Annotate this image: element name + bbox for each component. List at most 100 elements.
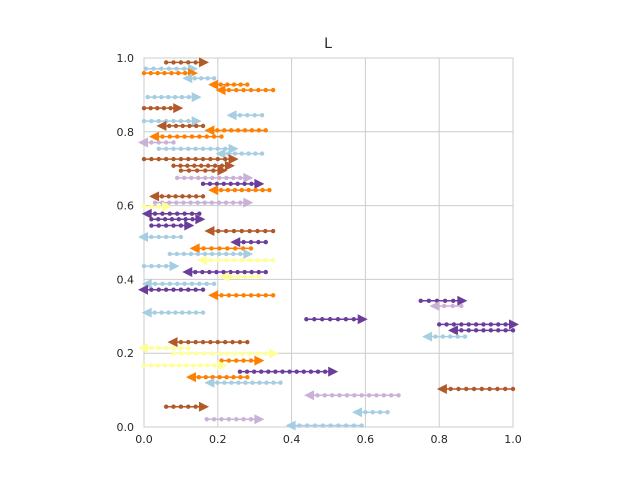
data-point — [186, 146, 191, 151]
data-point — [182, 281, 187, 287]
arrow-head — [228, 154, 239, 165]
data-point — [186, 94, 192, 100]
arrow-head — [217, 165, 228, 176]
data-point — [212, 163, 218, 168]
data-point — [159, 194, 165, 199]
data-point — [186, 287, 191, 292]
data-point — [203, 175, 208, 181]
data-point — [471, 386, 477, 392]
arrow-series — [185, 372, 250, 383]
data-point — [180, 194, 185, 199]
data-point — [464, 386, 469, 392]
data-point — [196, 175, 201, 181]
data-point — [244, 369, 250, 374]
data-point — [162, 363, 168, 368]
data-point — [156, 287, 161, 292]
data-point — [152, 281, 158, 287]
data-point — [270, 228, 276, 234]
data-point — [166, 310, 171, 315]
data-point — [156, 263, 161, 269]
data-point — [226, 358, 232, 363]
arrows — [138, 57, 519, 431]
data-point — [247, 351, 253, 356]
data-point — [149, 204, 154, 209]
data-point — [200, 310, 206, 315]
arrow-series — [418, 295, 468, 306]
data-point — [171, 140, 176, 145]
arrow-series — [141, 307, 206, 318]
data-point — [231, 175, 236, 181]
data-point — [201, 246, 206, 251]
arrow-head — [138, 231, 148, 242]
data-point — [171, 223, 176, 228]
data-point — [160, 211, 165, 216]
data-point — [197, 281, 202, 287]
data-point — [215, 339, 220, 345]
data-point — [223, 251, 229, 257]
data-point — [450, 303, 455, 309]
data-point — [232, 258, 237, 263]
arrow-series — [141, 208, 202, 219]
data-point — [510, 328, 516, 333]
data-point — [215, 128, 220, 133]
data-point — [215, 156, 220, 162]
data-point — [160, 134, 165, 139]
arrow-series — [204, 226, 276, 237]
data-point — [381, 393, 387, 398]
arrow-series — [141, 201, 173, 212]
data-point — [200, 156, 206, 162]
data-point — [238, 251, 243, 257]
data-point — [215, 380, 220, 385]
arrow-head — [436, 383, 447, 394]
data-point — [270, 87, 276, 93]
arrow-series — [175, 172, 254, 183]
data-point — [156, 223, 161, 228]
data-point — [247, 228, 252, 234]
data-point — [248, 239, 254, 245]
data-point — [166, 66, 172, 71]
data-point — [141, 204, 147, 209]
data-point — [496, 328, 501, 333]
data-point — [225, 246, 230, 251]
data-point — [211, 168, 216, 173]
data-point — [266, 369, 271, 374]
arrow-series — [149, 191, 206, 202]
data-point — [204, 281, 209, 287]
data-point — [236, 380, 241, 385]
data-point — [234, 293, 239, 298]
x-tick-label: 0.4 — [283, 433, 301, 446]
data-point — [335, 317, 341, 322]
data-point — [207, 269, 212, 275]
arrow-series — [208, 290, 276, 301]
data-point — [329, 393, 335, 398]
grid — [143, 57, 514, 428]
arrow-series — [182, 267, 268, 278]
data-point — [167, 211, 173, 216]
data-point — [245, 112, 250, 118]
data-point — [270, 293, 276, 298]
data-point — [178, 339, 184, 345]
data-point — [256, 274, 261, 280]
data-point — [448, 334, 453, 339]
arrow-series — [149, 214, 206, 225]
arrow-head — [357, 314, 368, 325]
data-point — [155, 105, 160, 111]
data-point — [205, 163, 211, 168]
arrow-head — [422, 331, 433, 342]
data-point — [200, 339, 206, 345]
data-point — [149, 118, 154, 124]
data-point — [171, 234, 176, 240]
data-point — [186, 156, 191, 162]
data-point — [495, 386, 500, 392]
data-point — [211, 76, 217, 81]
arrow-series — [219, 355, 265, 366]
data-point — [184, 363, 189, 368]
arrow-head — [182, 73, 193, 84]
data-point — [180, 123, 185, 129]
arrow-series — [422, 331, 468, 342]
data-point — [163, 263, 169, 269]
data-point — [315, 369, 321, 374]
arrow-series — [141, 360, 228, 371]
data-point — [249, 269, 254, 275]
arrow-series — [208, 79, 250, 90]
